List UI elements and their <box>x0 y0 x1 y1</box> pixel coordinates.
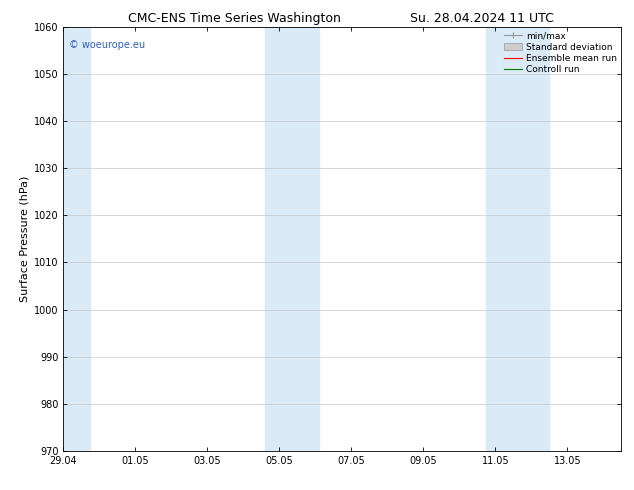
Text: © woeurope.eu: © woeurope.eu <box>69 40 145 49</box>
Text: CMC-ENS Time Series Washington: CMC-ENS Time Series Washington <box>128 12 341 25</box>
Bar <box>486 27 549 451</box>
Bar <box>63 27 91 451</box>
Text: Su. 28.04.2024 11 UTC: Su. 28.04.2024 11 UTC <box>410 12 553 25</box>
Y-axis label: Surface Pressure (hPa): Surface Pressure (hPa) <box>20 176 30 302</box>
Bar <box>265 27 319 451</box>
Legend: min/max, Standard deviation, Ensemble mean run, Controll run: min/max, Standard deviation, Ensemble me… <box>502 30 619 76</box>
